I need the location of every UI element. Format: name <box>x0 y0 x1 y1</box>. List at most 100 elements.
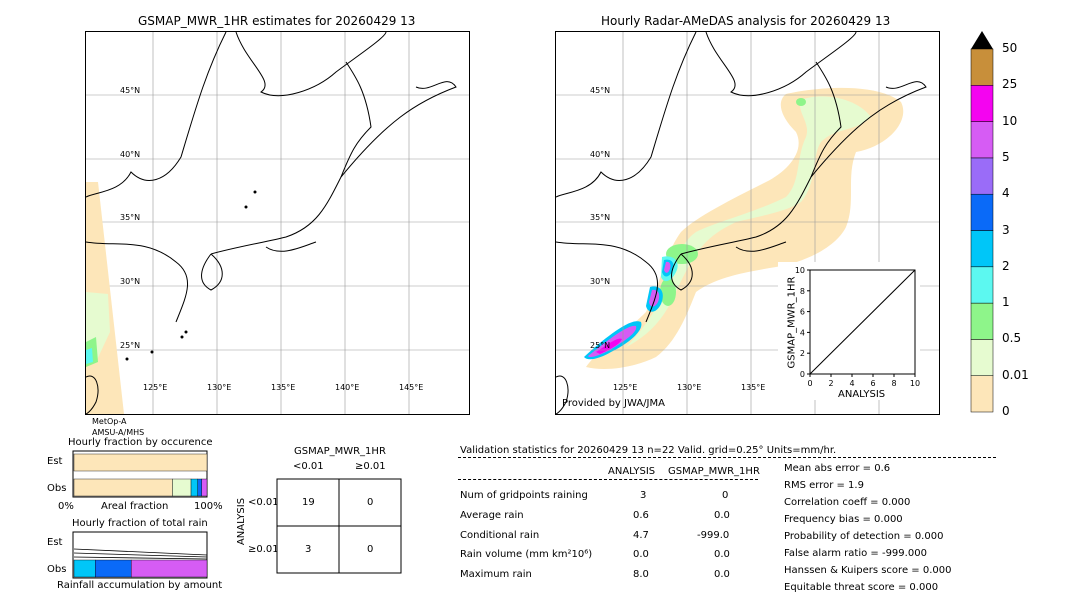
occurrence-row-est: Est <box>47 456 63 467</box>
scatter-inset: 0 0 2 2 4 4 6 6 8 8 10 10 ANALYSIS GSMAP_MWR_1HR <box>778 262 920 400</box>
scatter-ylabel: GSMAP_MWR_1HR <box>786 276 798 369</box>
satellite-sensor: AMSU-A/MHS <box>92 428 145 437</box>
right-map-svg <box>556 32 939 414</box>
stacked-bar-segment <box>172 478 192 497</box>
left-lat-label: 40°N <box>120 150 141 159</box>
occurrence-x-right: 100% <box>194 501 223 512</box>
colorbar-segment <box>970 339 994 376</box>
score-line: Mean abs error = 0.6 <box>784 463 891 474</box>
contingency-row-axis: ANALYSIS <box>236 497 248 546</box>
total-rain-row-est: Est <box>47 537 63 548</box>
stat-row-analysis: 8.0 <box>633 569 649 580</box>
colorbar-label: 2 <box>1002 258 1010 273</box>
contingency-row-lt: <0.01 <box>248 497 279 508</box>
colorbar-segment <box>970 230 994 268</box>
score-line: Probability of detection = 0.000 <box>784 531 944 542</box>
scatter-x-tick-label: 6 <box>870 379 875 388</box>
validation-dashed-line <box>458 457 996 458</box>
contingency-cell-lt-ge: 0 <box>367 497 374 508</box>
stat-row-analysis: 4.7 <box>633 530 649 541</box>
stacked-bar-segment <box>130 559 208 578</box>
right-map-title: Hourly Radar-AMeDAS analysis for 2026042… <box>601 14 891 28</box>
colorbar-segment <box>970 193 994 231</box>
stacked-bar-segment <box>201 478 208 497</box>
scatter-x-tick-label: 0 <box>807 379 812 388</box>
scatter-xlabel: ANALYSIS <box>838 389 886 400</box>
left-lon-label: 135°E <box>271 383 296 392</box>
left-lat-label: 45°N <box>120 86 141 95</box>
stat-row-label: Num of gridpoints raining <box>460 490 588 501</box>
total-rain-chart <box>72 531 208 579</box>
occurrence-x-mid: Areal fraction <box>101 501 169 512</box>
satellite-name: MetOp-A <box>92 417 127 426</box>
stat-row-gsmap: 0.0 <box>714 569 730 580</box>
stat-row-analysis: 0.0 <box>633 549 649 560</box>
stacked-bar-segment <box>95 559 132 578</box>
right-lat-label: 45°N <box>590 86 611 95</box>
contingency-cell-ge-ge: 0 <box>367 544 374 555</box>
scatter-x-tick-label: 4 <box>849 379 854 388</box>
scatter-y-tick-label: 4 <box>800 328 805 337</box>
score-line: Equitable threat score = 0.000 <box>784 582 939 593</box>
stat-row-label: Maximum rain <box>460 569 532 580</box>
total-rain-row-obs: Obs <box>47 564 67 575</box>
right-lat-label: 35°N <box>590 213 611 222</box>
colorbar-segment <box>970 85 994 122</box>
scatter-y-tick-label: 2 <box>800 349 805 358</box>
stat-row-label: Conditional rain <box>460 530 540 541</box>
stacked-bar-segment <box>73 453 208 472</box>
left-lat-label: 25°N <box>120 341 141 350</box>
occurrence-x-left: 0% <box>58 501 74 512</box>
stacked-bar-segment <box>190 478 198 497</box>
occurrence-chart <box>72 450 208 498</box>
right-lat-label: 30°N <box>590 277 611 286</box>
colorbar-label: 5 <box>1002 149 1010 164</box>
colorbar-label: 3 <box>1002 222 1010 237</box>
colorbar-extend-arrow <box>971 31 993 49</box>
scatter-y-tick-label: 10 <box>795 266 805 275</box>
stat-row-analysis: 0.6 <box>633 510 649 521</box>
colorbar-segment <box>970 121 994 159</box>
colorbar-segment <box>970 302 994 340</box>
validation-col-gsmap: GSMAP_MWR_1HR <box>668 466 760 477</box>
identity-line <box>809 269 916 375</box>
score-line: Correlation coeff = 0.000 <box>784 497 911 508</box>
score-line: False alarm ratio = -999.000 <box>784 548 927 559</box>
left-lon-label: 130°E <box>207 383 232 392</box>
scatter-inset-svg: 00 2 2 4 4 6 6 8 8 10 10 <box>795 266 920 388</box>
colorbar-segment <box>970 375 994 413</box>
left-map-title: GSMAP_MWR_1HR estimates for 20260429 13 <box>138 14 416 28</box>
stat-row-label: Average rain <box>460 510 524 521</box>
score-line: Hanssen & Kuipers score = 0.000 <box>784 565 952 576</box>
scatter-y-tick-label: 8 <box>800 287 805 296</box>
right-lon-label: 125°E <box>613 383 638 392</box>
stat-row-gsmap: -999.0 <box>697 530 730 541</box>
stat-row-analysis: 3 <box>640 490 647 501</box>
left-lat-label: 35°N <box>120 213 141 222</box>
colorbar-label: 10 <box>1002 113 1018 128</box>
right-lon-label: 130°E <box>677 383 702 392</box>
contingency-col-ge: ≥0.01 <box>355 461 386 472</box>
stacked-bar-segment <box>197 478 202 497</box>
contingency-grid <box>276 478 402 574</box>
scatter-x-tick-label: 2 <box>828 379 833 388</box>
left-lon-label: 125°E <box>143 383 168 392</box>
colorbar-segment <box>970 157 994 195</box>
stat-row-label: Rain volume (mm km²10⁶) <box>460 549 593 560</box>
total-rain-title: Hourly fraction of total rain <box>72 518 208 529</box>
colorbar-label: 1 <box>1002 295 1010 310</box>
scatter-y-tick-label: 0 <box>800 370 805 379</box>
validation-table-line <box>458 479 758 480</box>
occurrence-row-obs: Obs <box>47 483 67 494</box>
contingency-cell-lt-lt: 19 <box>302 497 315 508</box>
scatter-x-tick-label: 10 <box>910 379 920 388</box>
left-map-panel: 45°N 40°N 35°N 30°N 25°N 125°E 130°E 135… <box>85 31 470 415</box>
left-lon-label: 140°E <box>335 383 360 392</box>
stacked-bar-segment <box>73 478 173 497</box>
stat-row-gsmap: 0 <box>722 490 729 501</box>
colorbar <box>970 31 994 413</box>
stat-row-gsmap: 0.0 <box>714 549 730 560</box>
colorbar-label: 25 <box>1002 77 1018 92</box>
contingency-title: GSMAP_MWR_1HR <box>294 446 386 457</box>
validation-header: Validation statistics for 20260429 13 n=… <box>460 445 837 456</box>
